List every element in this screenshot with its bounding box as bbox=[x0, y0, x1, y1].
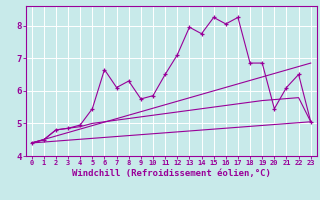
X-axis label: Windchill (Refroidissement éolien,°C): Windchill (Refroidissement éolien,°C) bbox=[72, 169, 271, 178]
